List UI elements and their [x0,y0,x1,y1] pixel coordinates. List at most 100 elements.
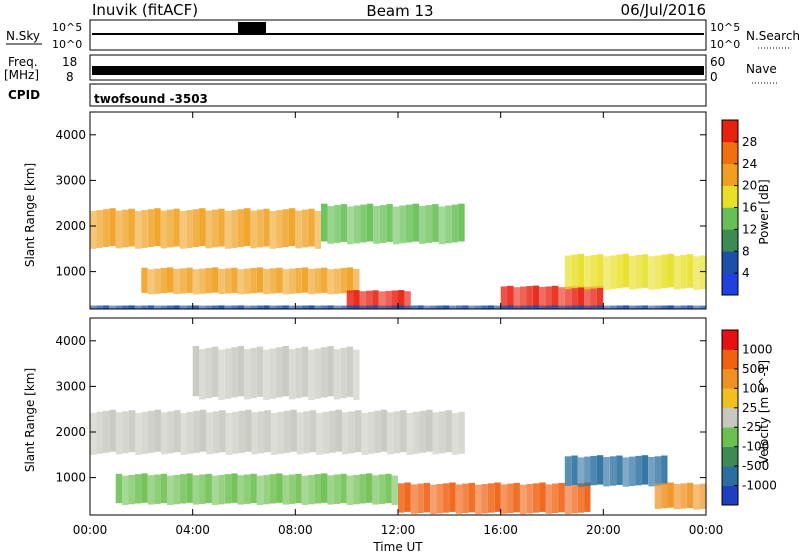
heatmap-cell [244,208,251,246]
heatmap-cell [410,305,418,309]
nsky-spike [238,22,266,34]
heatmap-cell [494,482,501,512]
colorbar-tick-label: 16 [742,201,757,215]
heatmap-cell [199,474,206,504]
heatmap-cell [335,409,342,452]
heatmap-cell [122,305,129,309]
heatmap-cell [359,474,366,504]
heatmap-cell [507,305,514,309]
heatmap-cell [680,483,687,509]
heatmap-cell [699,305,706,309]
heatmap-cell [430,484,437,515]
heatmap-cell [321,203,328,242]
heatmap-cell [303,411,310,454]
heatmap-cell [699,255,706,290]
heatmap-cell [301,475,309,505]
nsky-label: N.Sky [6,29,40,43]
heatmap-cell [301,209,309,248]
heatmap-cell [353,290,360,308]
heatmap-cell [571,286,578,308]
heatmap-cell [282,305,289,309]
colorbar-tick-label: 100 [742,381,765,395]
heatmap-cell [500,484,508,514]
velocity-heatmap [90,346,706,515]
heatmap-cell [256,475,264,505]
freq-tick-top: 18 [62,55,77,69]
heatmap-cell [192,269,200,295]
heatmap-cell [609,255,617,290]
heatmap-cell [192,209,200,247]
heatmap-cell [333,305,341,309]
heatmap-cell [173,268,180,295]
heatmap-cell [314,268,321,294]
x-tick-label: 08:00 [278,523,313,537]
heatmap-cell [258,411,265,454]
heatmap-cell [442,483,450,513]
cpid-label: CPID [8,88,40,102]
heatmap-cell [219,410,226,453]
heatmap-cell [507,285,514,308]
heatmap-cell [386,204,393,242]
y-tick-label: 2000 [55,219,86,233]
heatmap-cell [577,253,585,288]
colorbar-swatch [722,485,738,506]
heatmap-cell [167,305,174,309]
heatmap-cell [288,305,296,309]
heatmap-cell [206,412,213,455]
x-tick-label: 12:00 [381,523,416,537]
heatmap-cell [596,305,604,309]
heatmap-cell [270,412,278,455]
heatmap-cell [224,211,232,249]
heatmap-cell [218,208,225,247]
freq-tick-bottom: 8 [66,70,74,84]
heatmap-cell [115,412,123,455]
heatmap-cell [400,410,407,453]
heatmap-cell [250,305,257,309]
colorbar-swatch [722,388,738,409]
nsky-tick-bottom: 10^0 [52,38,82,51]
heatmap-cell [654,255,662,290]
heatmap-cell [545,484,552,514]
heatmap-cell [316,412,323,455]
heatmap-cell [372,475,379,505]
heatmap-cell [436,484,443,514]
heatmap-cell [211,209,219,248]
heatmap-cell [519,484,527,515]
heatmap-cell [322,411,330,454]
heatmap-cell [367,411,375,454]
heatmap-cell [552,305,559,309]
heatmap-cell [308,349,315,400]
heatmap-cell [237,269,244,295]
heatmap-cell [571,305,578,309]
heatmap-cell [680,255,687,289]
heatmap-cell [167,475,174,505]
heatmap-cell [365,305,373,309]
heatmap-cell [180,412,187,455]
heatmap-cell [596,455,604,485]
heatmap-cell [263,474,270,505]
heatmap-cell [263,208,270,247]
nsky-tick-top-right: 10^5 [710,21,740,34]
y-tick-label: 4000 [55,128,86,142]
heatmap-cell [244,305,251,309]
heatmap-cell [391,305,398,309]
colorbar-tick-label: -500 [742,459,769,473]
colorbar-tick-label: 8 [742,244,750,258]
heatmap-cell [128,208,135,247]
heatmap-cell [468,482,475,513]
heatmap-cell [564,305,572,309]
heatmap-cell [532,483,540,513]
heatmap-cell [571,455,578,485]
heatmap-cell [693,305,700,309]
heatmap-cell [308,268,315,295]
heatmap-cell [584,255,591,290]
heatmap-cell [359,305,366,309]
beam-title: Beam 13 [366,2,433,20]
heatmap-cell [413,411,420,454]
heatmap-cell [398,290,405,308]
heatmap-cell [432,204,439,242]
heatmap-cell [283,410,291,453]
heatmap-cell [295,305,302,309]
heatmap-cell [699,483,706,509]
heatmap-cell [333,268,341,294]
